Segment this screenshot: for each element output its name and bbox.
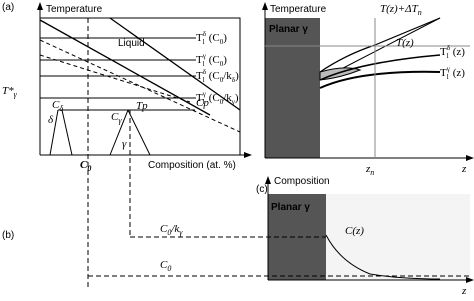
text-part: n — [418, 8, 422, 17]
label: zn — [365, 163, 374, 177]
label: Composition (at. %) — [148, 160, 236, 171]
text-part: /k — [223, 70, 232, 82]
text-part: 0 — [167, 228, 171, 237]
text-part: (C — [209, 92, 220, 104]
text-part: T — [440, 46, 447, 58]
text-part: l — [447, 52, 449, 60]
label: Tp — [136, 100, 148, 112]
text-part: ) — [235, 92, 239, 104]
label: Tγ l (C0) — [196, 52, 227, 68]
text-part: 0 — [220, 38, 224, 46]
text-part: ) — [223, 32, 227, 44]
label: γ — [122, 138, 127, 150]
label: z — [461, 163, 467, 175]
phase-diagram — [37, 2, 252, 290]
text-part: T — [196, 32, 203, 44]
label: C0 — [80, 159, 91, 173]
label: (c) — [256, 184, 268, 195]
text-part: C — [111, 111, 119, 123]
text-part: T — [196, 70, 203, 82]
text-part: ) — [235, 70, 239, 82]
label: Cδ — [52, 99, 63, 113]
text-part: C — [160, 259, 168, 271]
label: Cp — [196, 97, 209, 109]
label: Liquid — [118, 38, 145, 49]
text-part: 0 — [220, 98, 224, 106]
label: (a) — [2, 2, 14, 13]
text-part: δ — [203, 30, 207, 38]
temperature-profile — [262, 2, 474, 161]
label: Tγ l (z) — [440, 65, 465, 81]
text-part: l — [203, 38, 205, 46]
text-part: δ — [59, 104, 63, 113]
text-part: l — [203, 98, 205, 106]
label: C0/kγ — [160, 223, 183, 237]
text-part: l — [203, 60, 205, 68]
label: Temperature — [270, 4, 327, 15]
text-part: /k — [170, 223, 180, 235]
composition-profile — [88, 176, 474, 283]
text-part: γ — [14, 90, 18, 99]
text-part: C — [160, 223, 168, 235]
label: δ — [48, 114, 54, 126]
label: Tγ l (C0/kγ) — [196, 90, 239, 106]
text-part: γ — [118, 116, 122, 125]
text-part: (C — [209, 32, 220, 44]
text-part: T — [196, 92, 203, 104]
label: C(z) — [345, 225, 364, 237]
label: (b) — [2, 230, 14, 241]
text-part: C — [52, 99, 60, 111]
text-part: γ — [202, 90, 206, 98]
label: Composition — [274, 176, 330, 187]
text-part: T — [196, 54, 203, 66]
label: Temperature — [46, 4, 103, 15]
label: Cγ — [111, 111, 122, 125]
text-part: T* — [2, 85, 14, 97]
text-part: l — [203, 76, 205, 84]
text-part: 0 — [220, 60, 224, 68]
text-part: n — [370, 168, 374, 177]
label: T(z) — [396, 37, 414, 49]
text-part: T — [440, 67, 447, 79]
text-part: γ — [179, 228, 183, 237]
text-part: (z) — [453, 67, 466, 79]
label: z — [461, 285, 467, 297]
label: T*γ — [2, 85, 18, 99]
text-part: δ — [203, 68, 207, 76]
label: Planar γ — [271, 202, 310, 213]
label: Planar γ — [269, 24, 308, 35]
text-part: γ — [202, 52, 206, 60]
text-part: /k — [223, 92, 232, 104]
text-part: 0 — [220, 76, 224, 84]
text-part: l — [447, 73, 449, 81]
text-part: γ — [446, 65, 450, 73]
text-part: δ — [447, 44, 451, 52]
text-part: γ — [231, 98, 235, 106]
label: T(z)+ΔTn — [380, 3, 422, 17]
text-part: 0 — [87, 164, 91, 173]
text-part: ) — [223, 54, 227, 66]
label: Tδ l (z) — [440, 44, 465, 60]
text-part: (C — [209, 70, 220, 82]
text-part: z — [365, 163, 371, 175]
label: C0 — [160, 259, 171, 273]
text-part: (C — [209, 54, 220, 66]
text-part: 0 — [167, 264, 171, 273]
text-part: δ — [232, 76, 236, 84]
text-part: (z) — [453, 46, 466, 58]
text-part: T(z)+ΔT — [380, 3, 419, 15]
text-part: C — [80, 159, 88, 171]
label: Tδ l (C0) — [196, 30, 227, 46]
label: Tδ l (C0/kδ) — [196, 68, 239, 84]
